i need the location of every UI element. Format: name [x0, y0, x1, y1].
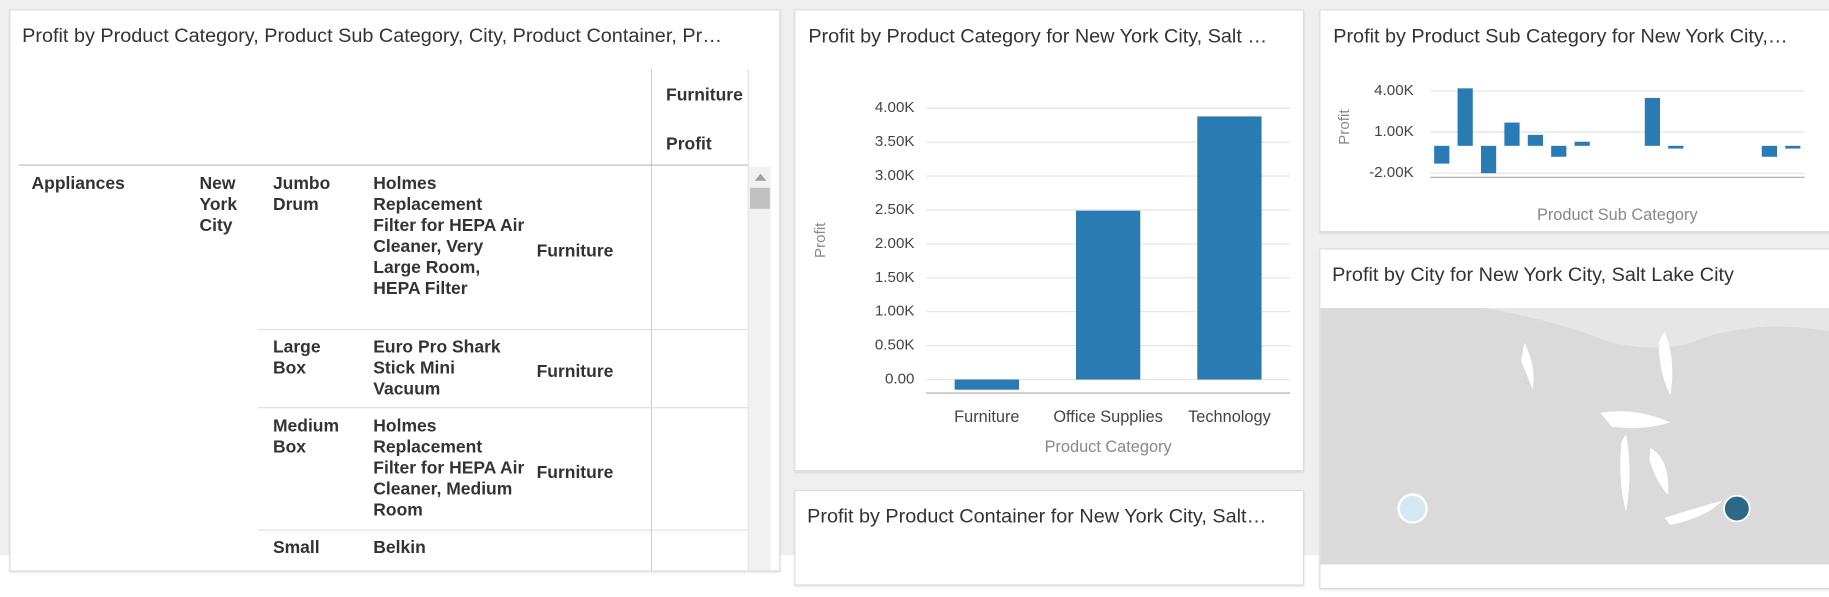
lake [1521, 342, 1534, 390]
table-cell: Holmes Replacement Filter for HEPA Air C… [373, 416, 525, 521]
table-cell: Jumbo Drum [272, 173, 331, 215]
y-tick-label: 1.00K [875, 303, 915, 320]
y-tick-label: 3.00K [875, 167, 915, 184]
chart-title: Profit by Product Sub Category for New Y… [1333, 26, 1787, 48]
panel-title: Profit by Product Container for New York… [807, 505, 1267, 528]
scroll-thumb[interactable] [750, 187, 770, 209]
y-axis-title: Profit [1336, 109, 1353, 145]
y-tick-label: 2.00K [875, 235, 915, 252]
table-cell: Belkin [373, 537, 426, 558]
bar [1075, 210, 1141, 380]
bar [1785, 145, 1801, 149]
column-header: Furniture [666, 85, 743, 105]
bar [1761, 145, 1778, 157]
x-axis-title: Product Category [1045, 438, 1173, 456]
y-tick-label: 0.50K [875, 337, 915, 354]
lake [1664, 500, 1723, 525]
bar [1457, 88, 1473, 146]
x-axis-title: Product Sub Category [1537, 206, 1698, 224]
bar [1504, 122, 1520, 146]
y-axis-title: Profit [812, 222, 829, 258]
map-panel: Profit by City for New York City, Salt L… [1319, 248, 1829, 590]
row-divider [257, 407, 748, 409]
lake [1649, 447, 1669, 495]
bar [1434, 145, 1450, 164]
subcategory-chart: Profit by Product Sub Category for New Y… [1333, 26, 1805, 224]
chart-title: Profit by Product Category for New York … [808, 26, 1267, 48]
x-tick-label: Office Supplies [1053, 408, 1163, 426]
table-cell: Small [272, 537, 320, 558]
header-divider [18, 164, 748, 166]
table-cell: Euro Pro Shark Stick Mini Vacuum [373, 337, 501, 399]
column-divider [650, 68, 653, 571]
table-cell: Furniture [536, 240, 614, 261]
panel-title: Profit by City for New York City, Salt L… [1332, 263, 1734, 286]
row-divider [257, 328, 748, 331]
table-cell: Holmes Replacement Filter for HEPA Air C… [373, 173, 525, 299]
city-bubble[interactable] [1723, 494, 1751, 523]
lake [1620, 433, 1630, 513]
table-cell: Large Box [272, 337, 321, 378]
region [1320, 307, 1829, 348]
table-cell: New York City [199, 173, 238, 236]
table-cell: Medium Box [272, 416, 340, 458]
lake [1600, 411, 1671, 428]
y-tick-label: 2.50K [875, 201, 915, 218]
table-panel: Profit by Product Category, Product Sub … [9, 9, 781, 572]
bar [1644, 97, 1660, 146]
y-tick-label: 1.00K [1374, 123, 1414, 140]
row-divider [257, 529, 748, 531]
table-cell: Furniture [536, 361, 614, 382]
y-tick-label: 0.00 [885, 371, 915, 388]
y-tick-label: 4.00K [1374, 82, 1414, 99]
y-tick-label: 3.50K [875, 133, 915, 150]
bar-panel: Profit by Product Category for New York … [794, 9, 1305, 472]
scrollbar[interactable] [748, 166, 772, 571]
column-header: Profit [666, 134, 712, 154]
table-cell: Furniture [536, 462, 614, 483]
panel-title: Profit by Product Category, Product Sub … [22, 24, 723, 47]
map [1320, 307, 1829, 565]
land [1320, 307, 1829, 565]
bar [1574, 141, 1590, 146]
x-tick-label: Technology [1188, 408, 1271, 426]
y-tick-label: 4.00K [875, 99, 915, 116]
column-edge [747, 68, 749, 571]
bar [1668, 145, 1684, 149]
table-cell: Appliances [31, 173, 125, 194]
bar [1527, 134, 1543, 146]
bar [954, 379, 1019, 390]
container-panel: Profit by Product Container for New York… [794, 489, 1305, 586]
bar [1197, 116, 1262, 380]
scroll-up[interactable] [754, 173, 767, 181]
bar [1480, 145, 1497, 174]
y-tick-label: 1.50K [875, 269, 915, 286]
city-bubble[interactable] [1397, 493, 1428, 524]
bar [1551, 145, 1567, 157]
subcategory-panel: Profit by Product Sub Category for New Y… [1319, 9, 1829, 233]
y-tick-label: -2.00K [1369, 164, 1414, 181]
bay [1658, 331, 1673, 396]
bar-chart: Profit by Product Category for New York … [808, 26, 1291, 456]
x-tick-label: Furniture [954, 408, 1019, 426]
